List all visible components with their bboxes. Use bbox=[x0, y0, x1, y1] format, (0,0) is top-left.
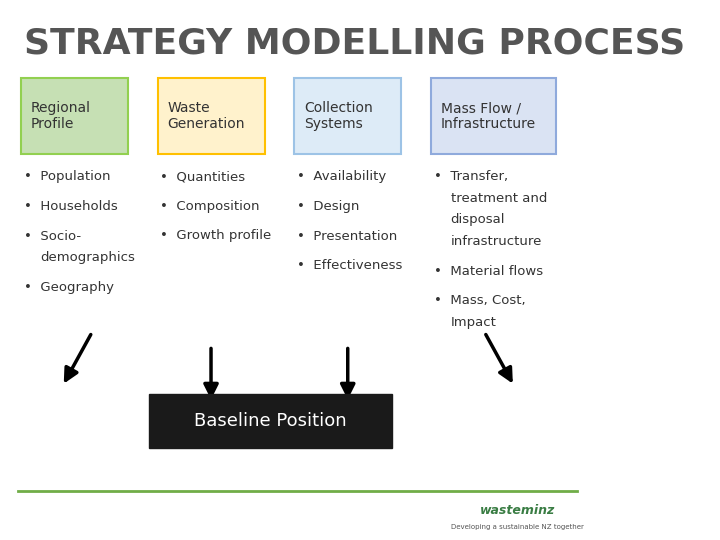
Text: STRATEGY MODELLING PROCESS: STRATEGY MODELLING PROCESS bbox=[24, 27, 685, 61]
Text: demographics: demographics bbox=[40, 251, 135, 264]
Text: •  Composition: • Composition bbox=[161, 200, 260, 213]
Text: •  Socio-: • Socio- bbox=[24, 230, 81, 242]
Text: •  Population: • Population bbox=[24, 170, 110, 183]
Text: •  Households: • Households bbox=[24, 200, 117, 213]
FancyBboxPatch shape bbox=[431, 78, 556, 154]
Text: •  Effectiveness: • Effectiveness bbox=[297, 259, 402, 272]
Text: •  Presentation: • Presentation bbox=[297, 230, 397, 242]
Text: Impact: Impact bbox=[451, 316, 497, 329]
Text: •  Quantities: • Quantities bbox=[161, 170, 246, 183]
Text: •  Geography: • Geography bbox=[24, 281, 114, 294]
Text: •  Transfer,: • Transfer, bbox=[434, 170, 508, 183]
Text: infrastructure: infrastructure bbox=[451, 235, 542, 248]
FancyBboxPatch shape bbox=[21, 78, 128, 154]
FancyBboxPatch shape bbox=[158, 78, 264, 154]
Text: Mass Flow /
Infrastructure: Mass Flow / Infrastructure bbox=[441, 101, 536, 131]
Text: Regional
Profile: Regional Profile bbox=[31, 101, 91, 131]
FancyBboxPatch shape bbox=[148, 394, 392, 448]
Text: disposal: disposal bbox=[451, 213, 505, 226]
Text: Baseline Position: Baseline Position bbox=[194, 412, 347, 430]
Text: Waste
Generation: Waste Generation bbox=[168, 101, 245, 131]
FancyBboxPatch shape bbox=[294, 78, 401, 154]
Text: •  Mass, Cost,: • Mass, Cost, bbox=[434, 294, 526, 307]
Text: •  Design: • Design bbox=[297, 200, 359, 213]
Text: •  Growth profile: • Growth profile bbox=[161, 230, 271, 242]
Text: treatment and: treatment and bbox=[451, 192, 547, 205]
Text: •  Availability: • Availability bbox=[297, 170, 387, 183]
Text: Developing a sustainable NZ together: Developing a sustainable NZ together bbox=[451, 523, 584, 530]
Text: •  Material flows: • Material flows bbox=[434, 265, 543, 278]
Text: Collection
Systems: Collection Systems bbox=[305, 101, 373, 131]
Text: wasteminz: wasteminz bbox=[480, 504, 555, 517]
